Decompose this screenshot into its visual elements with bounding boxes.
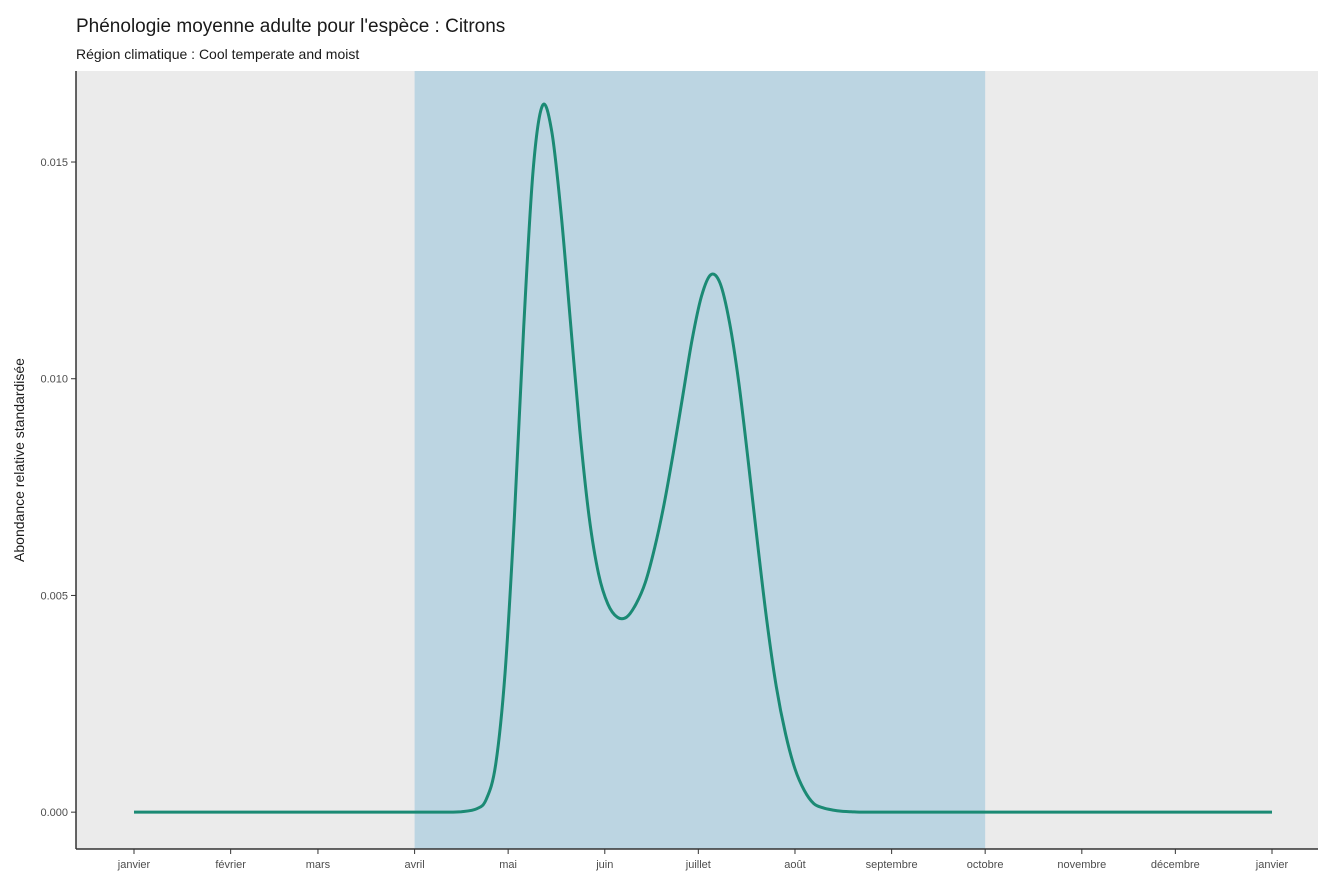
y-tick-label: 0.015 [40, 157, 68, 169]
y-axis: 0.000 0.005 0.010 0.015 [40, 71, 77, 849]
x-tick-label: décembre [1151, 859, 1200, 871]
x-tick-label: avril [405, 859, 425, 871]
x-tick-label: juillet [685, 859, 711, 871]
y-tick-label: 0.000 [40, 807, 68, 819]
chart-title: Phénologie moyenne adulte pour l'espèce … [76, 16, 506, 37]
highlight-band [414, 71, 986, 849]
x-tick-label: mars [306, 859, 331, 871]
series-line [134, 102, 1272, 814]
y-axis-title: Abondance relative standardisée [11, 358, 27, 562]
x-tick-label: mai [499, 859, 517, 871]
x-tick-label: janvier [117, 859, 151, 871]
x-tick-label: janvier [1255, 859, 1289, 871]
x-tick-label: août [784, 859, 805, 871]
x-axis: janvier février mars avril mai juin juillet aoû… [76, 848, 1318, 871]
y-tick-label: 0.005 [40, 590, 68, 602]
x-tick-label: février [215, 859, 246, 871]
x-tick-label: septembre [866, 859, 918, 871]
x-tick-label: juin [595, 859, 613, 871]
x-tick-label: novembre [1057, 859, 1106, 871]
y-tick-label: 0.010 [40, 374, 68, 386]
chart-subtitle: Région climatique : Cool temperate and m… [76, 46, 360, 62]
x-tick-label: octobre [967, 859, 1004, 871]
